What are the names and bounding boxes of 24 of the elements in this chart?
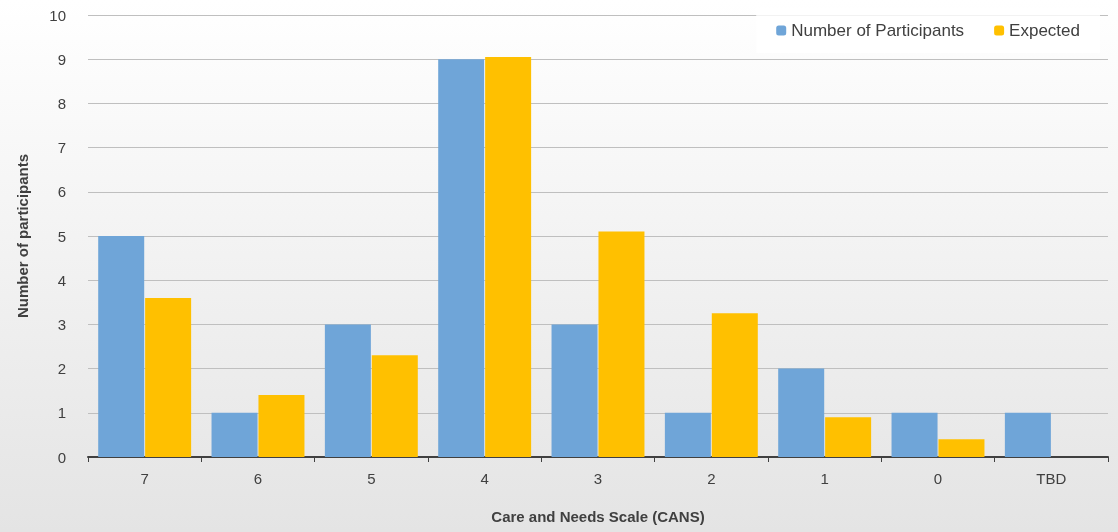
y-tick-label: 8 <box>57 94 66 112</box>
x-tick-label: 4 <box>480 470 489 487</box>
y-tick-label: 6 <box>57 183 66 201</box>
x-tick-label: 5 <box>367 470 376 487</box>
x-tick-label: 2 <box>707 470 716 487</box>
x-tick-label: 6 <box>253 470 263 487</box>
y-tick-label: 2 <box>57 360 66 378</box>
legend-label: Number of Participants <box>791 21 965 40</box>
x-tick-label: 1 <box>820 470 829 487</box>
y-tick-label: 0 <box>57 448 66 466</box>
y-tick-label: 1 <box>57 404 66 422</box>
x-tick-label: 7 <box>140 470 149 487</box>
y-tick-label: 3 <box>57 315 66 333</box>
y-tick-label: 5 <box>57 227 66 245</box>
y-tick-label: 9 <box>57 50 66 68</box>
y-tick-label: 4 <box>57 271 66 289</box>
y-axis-title: Number of participants <box>14 153 31 319</box>
x-tick-label: 3 <box>593 470 603 487</box>
x-tick-label: 0 <box>933 470 943 487</box>
y-tick-label: 10 <box>49 6 66 24</box>
x-tick-label: TBD <box>1036 470 1067 487</box>
y-tick-label: 7 <box>57 139 66 157</box>
legend-label: Expected <box>1009 21 1081 40</box>
x-axis-title: Care and Needs Scale (CANS) <box>491 508 705 525</box>
